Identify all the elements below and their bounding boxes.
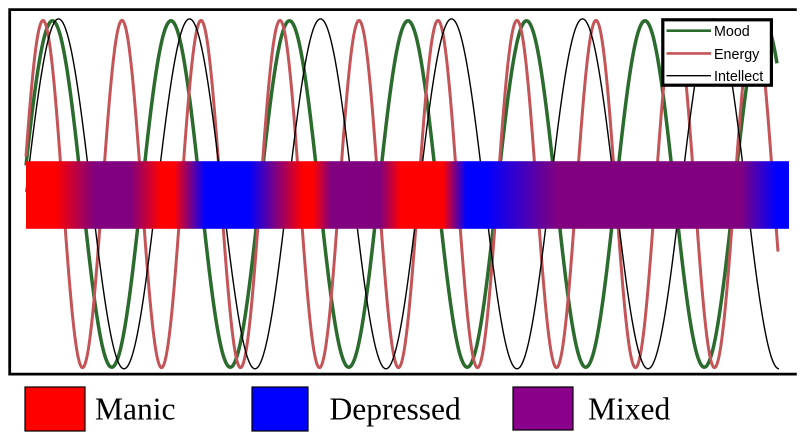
svg-text:Energy: Energy — [714, 47, 760, 63]
svg-text:Manic: Manic — [95, 391, 175, 426]
svg-text:Intellect: Intellect — [714, 69, 763, 85]
svg-text:Mood: Mood — [714, 24, 750, 40]
svg-text:Mixed: Mixed — [588, 391, 670, 426]
svg-text:Depressed: Depressed — [330, 391, 461, 426]
